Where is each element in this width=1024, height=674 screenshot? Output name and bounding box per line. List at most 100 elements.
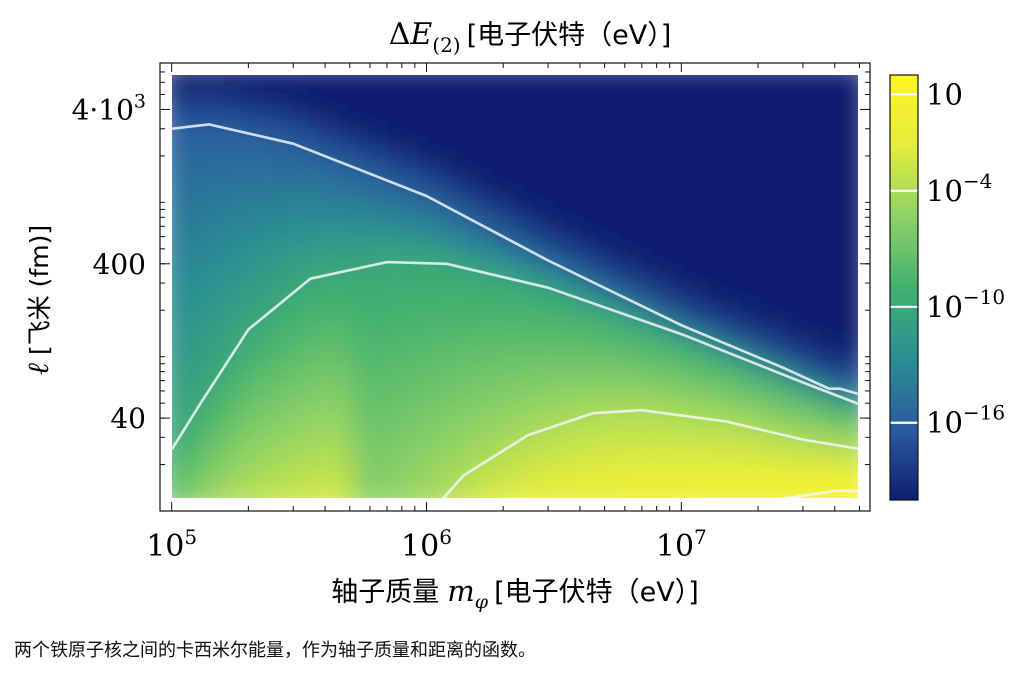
heatmap-cell xyxy=(191,494,209,498)
heatmap-cell xyxy=(627,478,645,496)
heatmap-cell xyxy=(401,318,419,336)
heatmap-cell xyxy=(256,174,274,192)
heatmap-cell xyxy=(172,142,177,160)
heatmap-cell xyxy=(172,270,177,288)
heatmap-cell xyxy=(482,350,500,368)
heatmap-cell xyxy=(401,350,419,368)
heatmap-cell xyxy=(675,446,693,464)
heatmap-cell xyxy=(240,142,258,160)
heatmap-cell xyxy=(369,430,387,448)
heatmap-cell xyxy=(466,494,484,498)
heatmap-cell xyxy=(401,494,419,498)
heatmap-cell xyxy=(256,478,274,496)
heatmap-cell xyxy=(417,334,435,352)
heatmap-cell xyxy=(175,398,193,416)
heatmap-cell xyxy=(466,478,484,496)
heatmap-cell xyxy=(853,190,858,208)
heatmap-cell xyxy=(417,478,435,496)
colorbar-body xyxy=(890,75,918,500)
heatmap-cell xyxy=(482,78,500,96)
heatmap-cell xyxy=(514,206,532,224)
heatmap-cell xyxy=(433,414,451,432)
heatmap-cell xyxy=(546,78,564,96)
heatmap-cell xyxy=(320,366,338,384)
heatmap-cell xyxy=(643,158,661,176)
heatmap-cell xyxy=(304,206,322,224)
heatmap-cell xyxy=(821,94,839,112)
heatmap-cell xyxy=(191,462,209,480)
heatmap-cell xyxy=(659,94,677,112)
heatmap-cell xyxy=(353,75,371,80)
heatmap-cell xyxy=(385,126,403,144)
heatmap-cell xyxy=(772,334,790,352)
heatmap-cell xyxy=(853,75,858,80)
heatmap-cell xyxy=(659,462,677,480)
heatmap-cell xyxy=(240,158,258,176)
heatmap-cell xyxy=(772,238,790,256)
heatmap-cell xyxy=(498,174,516,192)
heatmap-cell xyxy=(853,462,858,480)
heatmap-cell xyxy=(740,78,758,96)
heatmap-cell xyxy=(788,222,806,240)
heatmap-cell xyxy=(546,430,564,448)
heatmap-cell xyxy=(740,286,758,304)
heatmap-cell xyxy=(172,430,177,448)
heatmap-cell xyxy=(369,222,387,240)
heatmap-cell xyxy=(788,78,806,96)
heatmap-cell xyxy=(708,206,726,224)
heatmap-cell xyxy=(304,78,322,96)
heatmap-cell xyxy=(821,238,839,256)
heatmap-cell xyxy=(579,318,597,336)
heatmap-cell xyxy=(449,270,468,288)
heatmap-cell xyxy=(837,75,855,80)
heatmap-cell xyxy=(724,270,742,288)
heatmap-cell xyxy=(562,350,581,368)
heatmap-cell xyxy=(740,222,758,240)
heatmap-cell xyxy=(175,462,193,480)
heatmap-cell xyxy=(369,366,387,384)
heatmap-cell xyxy=(417,270,435,288)
heatmap-cell xyxy=(692,446,710,464)
heatmap-cell xyxy=(207,158,226,176)
heatmap-cell xyxy=(433,238,451,256)
figure-caption: 两个铁原子核之间的卡西米尔能量，作为轴子质量和距离的函数。 xyxy=(14,640,536,661)
heatmap-cell xyxy=(240,126,258,144)
heatmap-cell xyxy=(724,302,742,320)
heatmap-cell xyxy=(466,254,484,272)
heatmap-cell xyxy=(498,238,516,256)
heatmap-cell xyxy=(659,366,677,384)
heatmap-cell xyxy=(320,158,338,176)
heatmap-cell xyxy=(337,350,355,368)
heatmap-cell xyxy=(191,110,209,128)
heatmap-cell xyxy=(562,302,581,320)
heatmap-cell xyxy=(837,270,855,288)
heatmap-cell xyxy=(288,94,306,112)
heatmap-cell xyxy=(433,206,451,224)
heatmap-cell xyxy=(466,78,484,96)
heatmap-cell xyxy=(708,254,726,272)
heatmap-cell xyxy=(772,478,790,496)
heatmap-cell xyxy=(498,158,516,176)
heatmap-cell xyxy=(207,446,226,464)
heatmap-cell xyxy=(724,238,742,256)
heatmap-cell xyxy=(224,302,242,320)
heatmap-cell xyxy=(240,302,258,320)
heatmap-figure: ΔE(2) [电子伏特（eV）] 105 106 107 40 400 4·103 轴子质… xyxy=(21,17,1005,613)
heatmap-cell xyxy=(643,382,661,400)
heatmap-cell xyxy=(207,350,226,368)
heatmap-cell xyxy=(853,318,858,336)
heatmap-cell xyxy=(172,286,177,304)
heatmap-cell xyxy=(401,414,419,432)
heatmap-cell xyxy=(772,462,790,480)
heatmap-cell xyxy=(853,478,858,496)
heatmap-cell xyxy=(675,334,693,352)
heatmap-cell xyxy=(546,494,564,498)
heatmap-cell xyxy=(172,462,177,480)
heatmap-cell xyxy=(207,78,226,96)
heatmap-cell xyxy=(320,206,338,224)
heatmap-cell xyxy=(369,190,387,208)
heatmap-cell xyxy=(708,462,726,480)
heatmap-cell xyxy=(337,126,355,144)
heatmap-cell xyxy=(756,398,774,416)
heatmap-cell xyxy=(172,366,177,384)
